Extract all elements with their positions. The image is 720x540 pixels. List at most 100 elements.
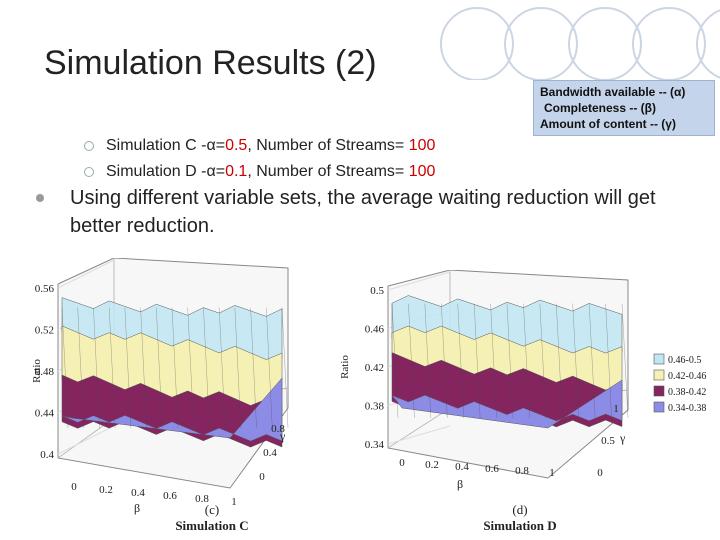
mesh-line — [250, 307, 257, 429]
mesh-line — [218, 307, 226, 429]
mesh-line — [93, 307, 100, 429]
panel-label: (c) — [205, 502, 219, 517]
mesh-line — [77, 307, 84, 429]
y-tick-label: 0.5 — [370, 285, 384, 297]
y-tick-label: 0.44 — [35, 408, 55, 420]
surface-chart-c: 0.56 0.52 0.48 0.44 0.4 Ratio 0 0.2 0.4 0.6 0.8 1 β 0… — [31, 258, 289, 533]
y-tick-label: 0.34 — [365, 439, 385, 451]
mesh-line — [203, 307, 210, 429]
surface-band-3 — [61, 377, 283, 442]
x-axis-label: β — [457, 477, 463, 491]
mesh-line — [391, 303, 399, 419]
x-tick-label: 0.8 — [515, 465, 529, 477]
mesh-line — [556, 303, 563, 419]
depth-tick-label: 1 — [613, 403, 619, 415]
sim-c-mid: , Number of Streams= — [247, 137, 409, 154]
mesh-line — [506, 303, 514, 419]
y-tick-label: 0.46 — [365, 324, 385, 336]
ring-bullet-icon — [84, 141, 94, 151]
x-tick-label: 1 — [231, 496, 237, 508]
gridline — [57, 425, 115, 455]
mesh-line — [408, 303, 415, 419]
legend-label: 0.38-0.42 — [668, 387, 706, 398]
mesh-line — [124, 307, 132, 429]
sim-d-streams: 100 — [408, 163, 436, 180]
legend-label: 0.42-0.46 — [668, 371, 706, 382]
depth-tick-label: 0.8 — [271, 423, 285, 435]
x-axis-label: β — [134, 501, 140, 515]
mesh-line — [108, 307, 116, 429]
mesh-line — [621, 303, 629, 419]
mesh-line — [61, 307, 69, 429]
main-bullet-text: Using different variable sets, the avera… — [70, 187, 656, 237]
x-tick-label: 0.2 — [99, 484, 113, 496]
sim-c-alpha: 0.5 — [225, 137, 248, 154]
y-tick-label: 0.48 — [35, 366, 55, 378]
x-tick-label: 0 — [399, 457, 405, 469]
legend-line-alpha: Bandwidth available -- (α) — [540, 85, 686, 99]
depth-tick-label: 0.5 — [601, 435, 615, 447]
depth-tick-label: 0 — [597, 467, 603, 479]
mesh-line — [171, 307, 179, 429]
legend-swatch — [653, 353, 665, 365]
mesh-line — [490, 303, 497, 419]
mesh-line — [424, 303, 432, 419]
x-tick-label: 0 — [71, 481, 77, 493]
legend-label: 0.34-0.38 — [668, 403, 706, 414]
mesh-line — [187, 307, 194, 429]
x-tick-label: 0.6 — [485, 463, 499, 475]
ring-bullet-icon — [84, 167, 94, 177]
legend-swatch — [653, 385, 665, 397]
mesh-line — [156, 307, 163, 429]
y-tick-label: 0.42 — [365, 362, 384, 374]
depth-axis-label: γ — [619, 431, 626, 445]
bullet-dot-icon — [36, 194, 44, 202]
x-tick-label: 0.6 — [163, 490, 177, 502]
x-tick-label: 0.2 — [425, 459, 439, 471]
y-tick-label: 0.52 — [35, 325, 54, 337]
variable-legend-box: Bandwidth available -- (α) Completeness … — [533, 80, 715, 136]
y-tick-label: 0.56 — [35, 283, 55, 295]
y-tick-label: 0.4 — [40, 449, 54, 461]
sim-d-mid: , Number of Streams= — [247, 163, 409, 180]
mesh-line — [572, 303, 579, 419]
sim-d-prefix: Simulation D -α= — [106, 163, 226, 180]
legend-swatch — [653, 369, 665, 381]
chart-caption: Simulation D — [483, 518, 556, 533]
sim-c-prefix: Simulation C -α= — [106, 137, 226, 154]
surface-band-3 — [391, 379, 623, 429]
mesh-line — [588, 303, 596, 419]
mesh-line — [457, 303, 464, 419]
gridline — [387, 271, 451, 291]
x-tick-label: 0.4 — [131, 487, 145, 499]
depth-tick-label: 0 — [259, 471, 265, 483]
x-tick-label: 0.4 — [455, 461, 469, 473]
surface-legend: 0.46-0.5 0.42-0.46 0.38-0.42 0.34-0.38 — [653, 353, 706, 414]
mesh-line — [234, 307, 242, 429]
mesh-line — [140, 307, 147, 429]
depth-tick-label: 0.4 — [263, 447, 277, 459]
surface-chart-d: 0.5 0.46 0.42 0.38 0.34 Ratio 0 0.2 0.4 0.6 0.8 1 β 0… — [339, 270, 629, 533]
mesh-line — [523, 303, 530, 419]
legend-line-gamma: Amount of content -- (γ) — [540, 117, 676, 131]
x-tick-label: 0.8 — [195, 493, 209, 505]
chart-caption: Simulation C — [175, 518, 248, 533]
legend-swatch — [653, 401, 665, 413]
mesh-line — [281, 307, 289, 429]
y-axis-label: Ratio — [31, 359, 43, 383]
mesh-line — [441, 303, 448, 419]
legend-line-beta: Completeness -- (β) — [544, 101, 657, 115]
y-tick-label: 0.38 — [365, 401, 385, 413]
sim-d-alpha: 0.1 — [225, 163, 248, 180]
mesh-line — [539, 303, 547, 419]
decorative-rings — [440, 7, 720, 80]
mesh-line — [266, 307, 273, 429]
y-axis-label: Ratio — [339, 355, 351, 379]
sim-c-streams: 100 — [408, 137, 436, 154]
x-tick-label: 1 — [549, 467, 555, 479]
panel-label: (d) — [512, 502, 527, 517]
mesh-line — [473, 303, 481, 419]
gridline — [57, 259, 115, 289]
page-title: Simulation Results (2) — [44, 44, 377, 82]
depth-axis-label: γ — [279, 429, 286, 443]
